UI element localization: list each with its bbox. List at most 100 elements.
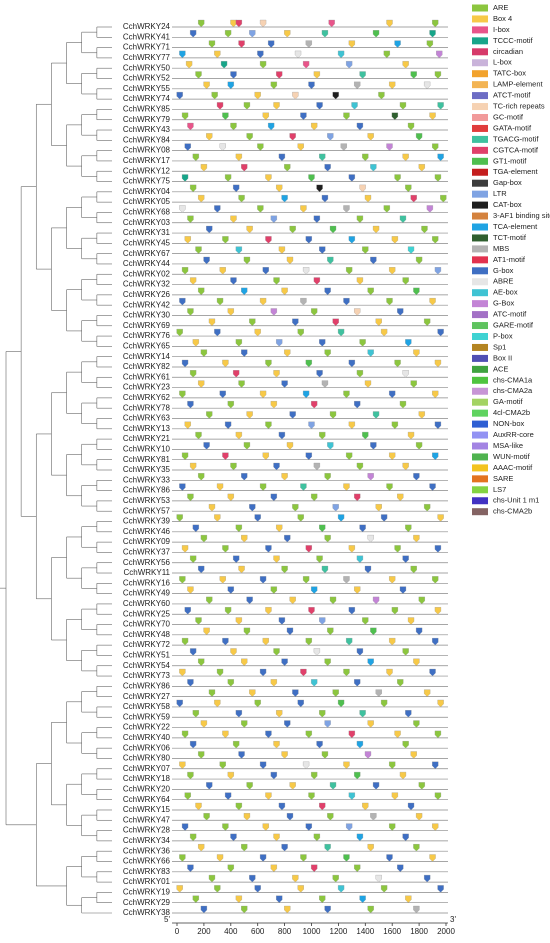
legend-swatch bbox=[472, 365, 488, 373]
motif-site bbox=[181, 174, 189, 182]
legend-label: AAAC-motif bbox=[493, 463, 533, 472]
motif-site bbox=[241, 473, 248, 481]
gene-label: CchWRKY55 bbox=[123, 84, 171, 93]
legend-swatch bbox=[472, 234, 488, 242]
legend-label: LTR bbox=[493, 189, 507, 198]
motif-site bbox=[220, 61, 228, 69]
legend-label: GT1-motif bbox=[493, 156, 527, 165]
motif-site bbox=[224, 421, 232, 430]
gene-label: CchWRKY68 bbox=[123, 208, 171, 217]
motif-site bbox=[284, 720, 291, 728]
legend-label: LAMP-element bbox=[493, 80, 544, 89]
motif-site bbox=[356, 833, 364, 842]
motif-site bbox=[364, 194, 372, 203]
gene-label: CchWRKY73 bbox=[123, 671, 171, 680]
motif-site bbox=[316, 741, 323, 749]
motif-site bbox=[391, 607, 399, 615]
motif-site bbox=[321, 194, 329, 203]
legend-swatch bbox=[472, 497, 488, 505]
motif-site bbox=[179, 205, 186, 213]
motif-site bbox=[302, 390, 310, 399]
motif-site bbox=[407, 246, 415, 254]
legend-swatch bbox=[472, 92, 488, 100]
motif-site bbox=[362, 617, 369, 625]
motif-site bbox=[324, 349, 331, 357]
legend-label: chs-Unit 1 m1 bbox=[493, 496, 539, 505]
motif-site bbox=[300, 112, 307, 120]
motif-site bbox=[276, 339, 283, 347]
legend-label: TGA-element bbox=[493, 167, 539, 176]
motif-site bbox=[216, 854, 224, 862]
motif-site bbox=[413, 905, 420, 914]
motif-site bbox=[324, 844, 331, 852]
x-tick-label: 400 bbox=[224, 927, 238, 936]
motif-site bbox=[383, 50, 390, 59]
motif-site bbox=[305, 359, 312, 368]
gene-label: CchWRKY14 bbox=[123, 352, 171, 361]
motif-site bbox=[386, 483, 393, 491]
gene-label: CchWRKY74 bbox=[123, 94, 171, 103]
motif-site bbox=[281, 565, 288, 574]
motif-site bbox=[241, 720, 248, 728]
motif-site bbox=[359, 524, 366, 533]
motif-site bbox=[319, 339, 326, 347]
gene-label: CchWRKY86 bbox=[123, 681, 171, 690]
motif-site bbox=[324, 658, 331, 666]
motif-site bbox=[270, 586, 277, 594]
motif-site bbox=[413, 473, 420, 481]
motif-site bbox=[324, 905, 331, 914]
legend-swatch bbox=[472, 486, 488, 494]
motif-site bbox=[432, 19, 439, 28]
motif-site bbox=[402, 153, 409, 162]
x-tick-label: 200 bbox=[197, 927, 211, 936]
motif-site bbox=[356, 648, 364, 656]
motif-site bbox=[367, 720, 374, 728]
motif-site bbox=[426, 205, 434, 213]
gene-label: CchWRKY41 bbox=[123, 32, 171, 41]
motif-site bbox=[402, 370, 409, 378]
motif-site bbox=[311, 771, 318, 780]
motif-site bbox=[246, 596, 253, 605]
motif-site bbox=[227, 493, 234, 502]
motif-site bbox=[289, 411, 296, 419]
motif-site bbox=[233, 741, 240, 749]
motif-site bbox=[257, 205, 264, 213]
motif-site bbox=[311, 308, 318, 316]
motif-site bbox=[386, 19, 393, 28]
motif-site bbox=[281, 844, 288, 852]
legend-label: NON-box bbox=[493, 419, 525, 428]
motif-site bbox=[380, 514, 388, 522]
motif-site bbox=[249, 504, 256, 512]
motif-site bbox=[340, 143, 347, 151]
motif-site bbox=[192, 153, 199, 162]
motif-site bbox=[292, 504, 299, 512]
gene-label: CchWRKY76 bbox=[123, 331, 171, 340]
gene-label: CchWRKY44 bbox=[123, 259, 171, 268]
legend-label: I-box bbox=[493, 25, 510, 34]
motif-site bbox=[243, 442, 251, 450]
gene-label: CchWRKY33 bbox=[123, 475, 171, 484]
motif-site bbox=[179, 761, 186, 769]
motif-site bbox=[348, 607, 355, 615]
motif-site bbox=[241, 844, 248, 852]
motif-site bbox=[397, 493, 404, 502]
motif-site bbox=[302, 576, 310, 584]
legend-label: TGACG-motif bbox=[493, 134, 539, 143]
motif-site bbox=[206, 133, 213, 141]
motif-site bbox=[292, 874, 299, 883]
motif-site bbox=[332, 318, 339, 326]
motif-site bbox=[273, 277, 280, 285]
motif-site bbox=[254, 514, 261, 522]
motif-site bbox=[195, 802, 202, 811]
motif-site bbox=[424, 689, 431, 697]
motif-site bbox=[434, 607, 442, 615]
motif-site bbox=[329, 225, 337, 234]
motif-site bbox=[348, 792, 355, 800]
motif-site bbox=[176, 885, 183, 893]
motif-site bbox=[214, 205, 221, 213]
motif-site bbox=[327, 627, 334, 636]
motif-site bbox=[391, 112, 399, 120]
motif-site bbox=[235, 617, 243, 625]
motif-site bbox=[181, 637, 189, 646]
motif-site bbox=[189, 184, 197, 193]
